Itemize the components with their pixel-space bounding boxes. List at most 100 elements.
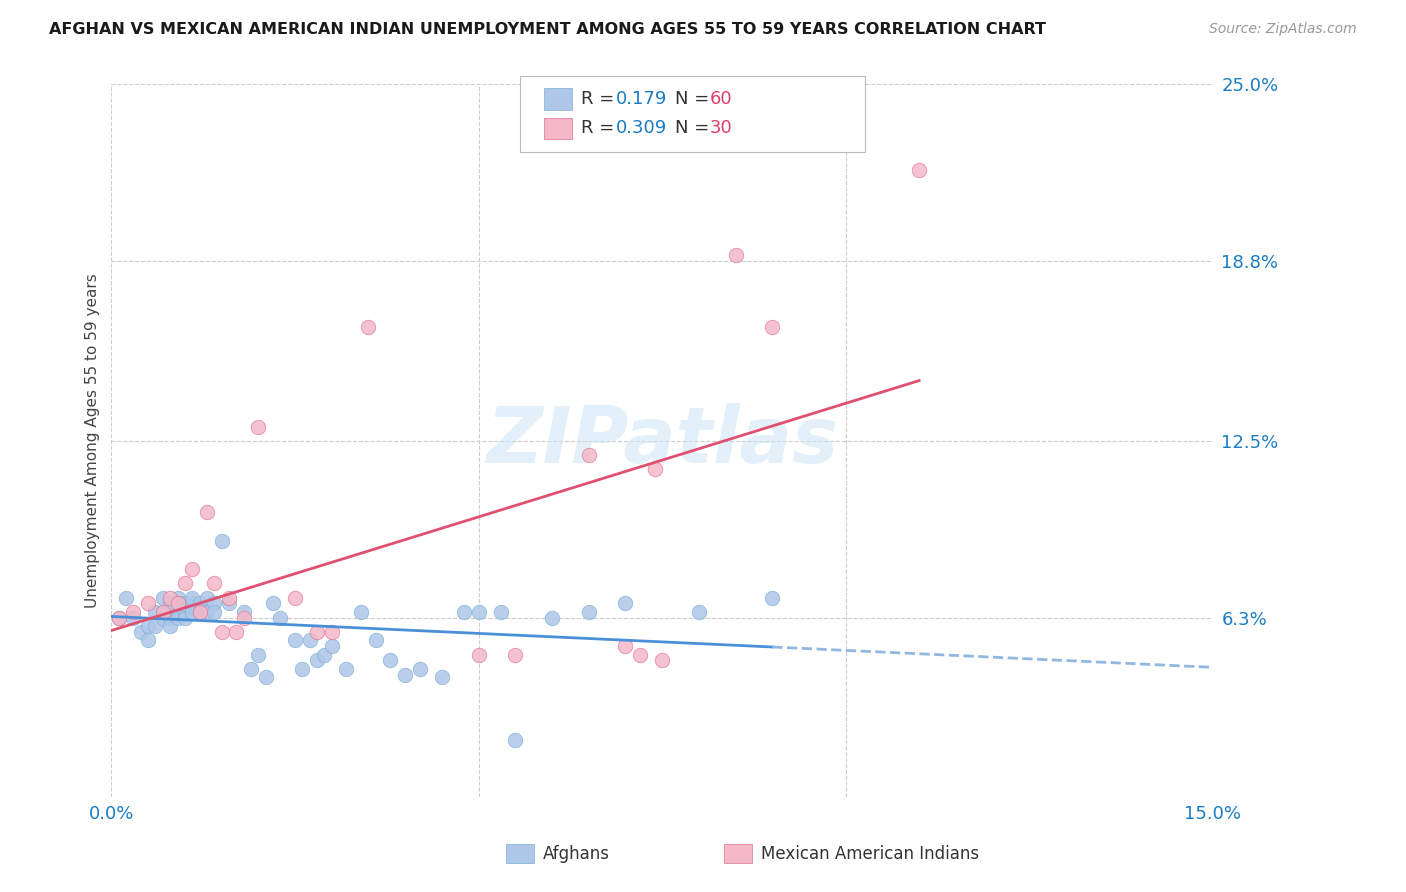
- Text: 60: 60: [710, 90, 733, 108]
- Point: [254, 670, 277, 684]
- Point: [467, 605, 489, 619]
- Text: Source: ZipAtlas.com: Source: ZipAtlas.com: [1209, 22, 1357, 37]
- Point: [305, 624, 328, 639]
- Point: [284, 591, 307, 605]
- Text: ZIPatlas: ZIPatlas: [486, 403, 838, 479]
- Point: [350, 605, 373, 619]
- Point: [181, 591, 204, 605]
- Point: [380, 653, 402, 667]
- Text: N =: N =: [675, 120, 714, 137]
- Point: [321, 639, 343, 653]
- Point: [430, 670, 453, 684]
- Point: [152, 610, 174, 624]
- Point: [166, 596, 188, 610]
- Point: [291, 662, 314, 676]
- Point: [364, 633, 387, 648]
- Point: [505, 733, 527, 747]
- Point: [321, 624, 343, 639]
- Point: [136, 596, 159, 610]
- Point: [761, 319, 783, 334]
- Point: [202, 605, 225, 619]
- Point: [614, 596, 637, 610]
- Point: [211, 624, 233, 639]
- Point: [166, 610, 188, 624]
- Point: [908, 163, 931, 178]
- Point: [232, 610, 254, 624]
- Point: [489, 605, 512, 619]
- Point: [107, 610, 129, 624]
- Point: [614, 639, 637, 653]
- Text: Afghans: Afghans: [543, 845, 610, 863]
- Point: [314, 648, 336, 662]
- Point: [651, 653, 673, 667]
- Point: [173, 576, 195, 591]
- Point: [129, 624, 152, 639]
- Point: [145, 619, 167, 633]
- Point: [262, 596, 284, 610]
- Point: [173, 605, 195, 619]
- Point: [159, 596, 181, 610]
- Point: [145, 605, 167, 619]
- Point: [181, 596, 204, 610]
- Point: [269, 610, 291, 624]
- Point: [152, 591, 174, 605]
- Text: 30: 30: [710, 120, 733, 137]
- Point: [152, 605, 174, 619]
- Point: [195, 591, 218, 605]
- Point: [159, 610, 181, 624]
- Point: [173, 596, 195, 610]
- Point: [239, 662, 262, 676]
- Point: [335, 662, 357, 676]
- Point: [688, 605, 710, 619]
- Text: 0.179: 0.179: [616, 90, 668, 108]
- Point: [188, 596, 211, 610]
- Point: [195, 505, 218, 519]
- Point: [211, 533, 233, 548]
- Point: [166, 605, 188, 619]
- Point: [247, 648, 270, 662]
- Point: [136, 619, 159, 633]
- Point: [298, 633, 321, 648]
- Point: [195, 605, 218, 619]
- Point: [152, 605, 174, 619]
- Text: R =: R =: [581, 90, 620, 108]
- Point: [115, 591, 138, 605]
- Point: [166, 596, 188, 610]
- Point: [202, 596, 225, 610]
- Point: [724, 248, 747, 262]
- Point: [225, 624, 247, 639]
- Text: 0.309: 0.309: [616, 120, 666, 137]
- Point: [159, 591, 181, 605]
- Point: [136, 633, 159, 648]
- Point: [284, 633, 307, 648]
- Point: [232, 605, 254, 619]
- Point: [247, 419, 270, 434]
- Point: [578, 448, 600, 462]
- Point: [218, 596, 240, 610]
- Point: [394, 667, 416, 681]
- Point: [644, 462, 666, 476]
- Point: [761, 591, 783, 605]
- Point: [305, 653, 328, 667]
- Point: [188, 605, 211, 619]
- Point: [409, 662, 432, 676]
- Point: [541, 610, 564, 624]
- Point: [173, 610, 195, 624]
- Point: [166, 591, 188, 605]
- Point: [122, 610, 145, 624]
- Point: [122, 605, 145, 619]
- Point: [505, 648, 527, 662]
- Y-axis label: Unemployment Among Ages 55 to 59 years: Unemployment Among Ages 55 to 59 years: [86, 274, 100, 608]
- Point: [628, 648, 651, 662]
- Text: N =: N =: [675, 90, 714, 108]
- Point: [202, 576, 225, 591]
- Point: [181, 605, 204, 619]
- Point: [467, 648, 489, 662]
- Point: [188, 605, 211, 619]
- Text: R =: R =: [581, 120, 620, 137]
- Point: [357, 319, 380, 334]
- Point: [159, 619, 181, 633]
- Point: [578, 605, 600, 619]
- Text: AFGHAN VS MEXICAN AMERICAN INDIAN UNEMPLOYMENT AMONG AGES 55 TO 59 YEARS CORRELA: AFGHAN VS MEXICAN AMERICAN INDIAN UNEMPL…: [49, 22, 1046, 37]
- Text: Mexican American Indians: Mexican American Indians: [761, 845, 979, 863]
